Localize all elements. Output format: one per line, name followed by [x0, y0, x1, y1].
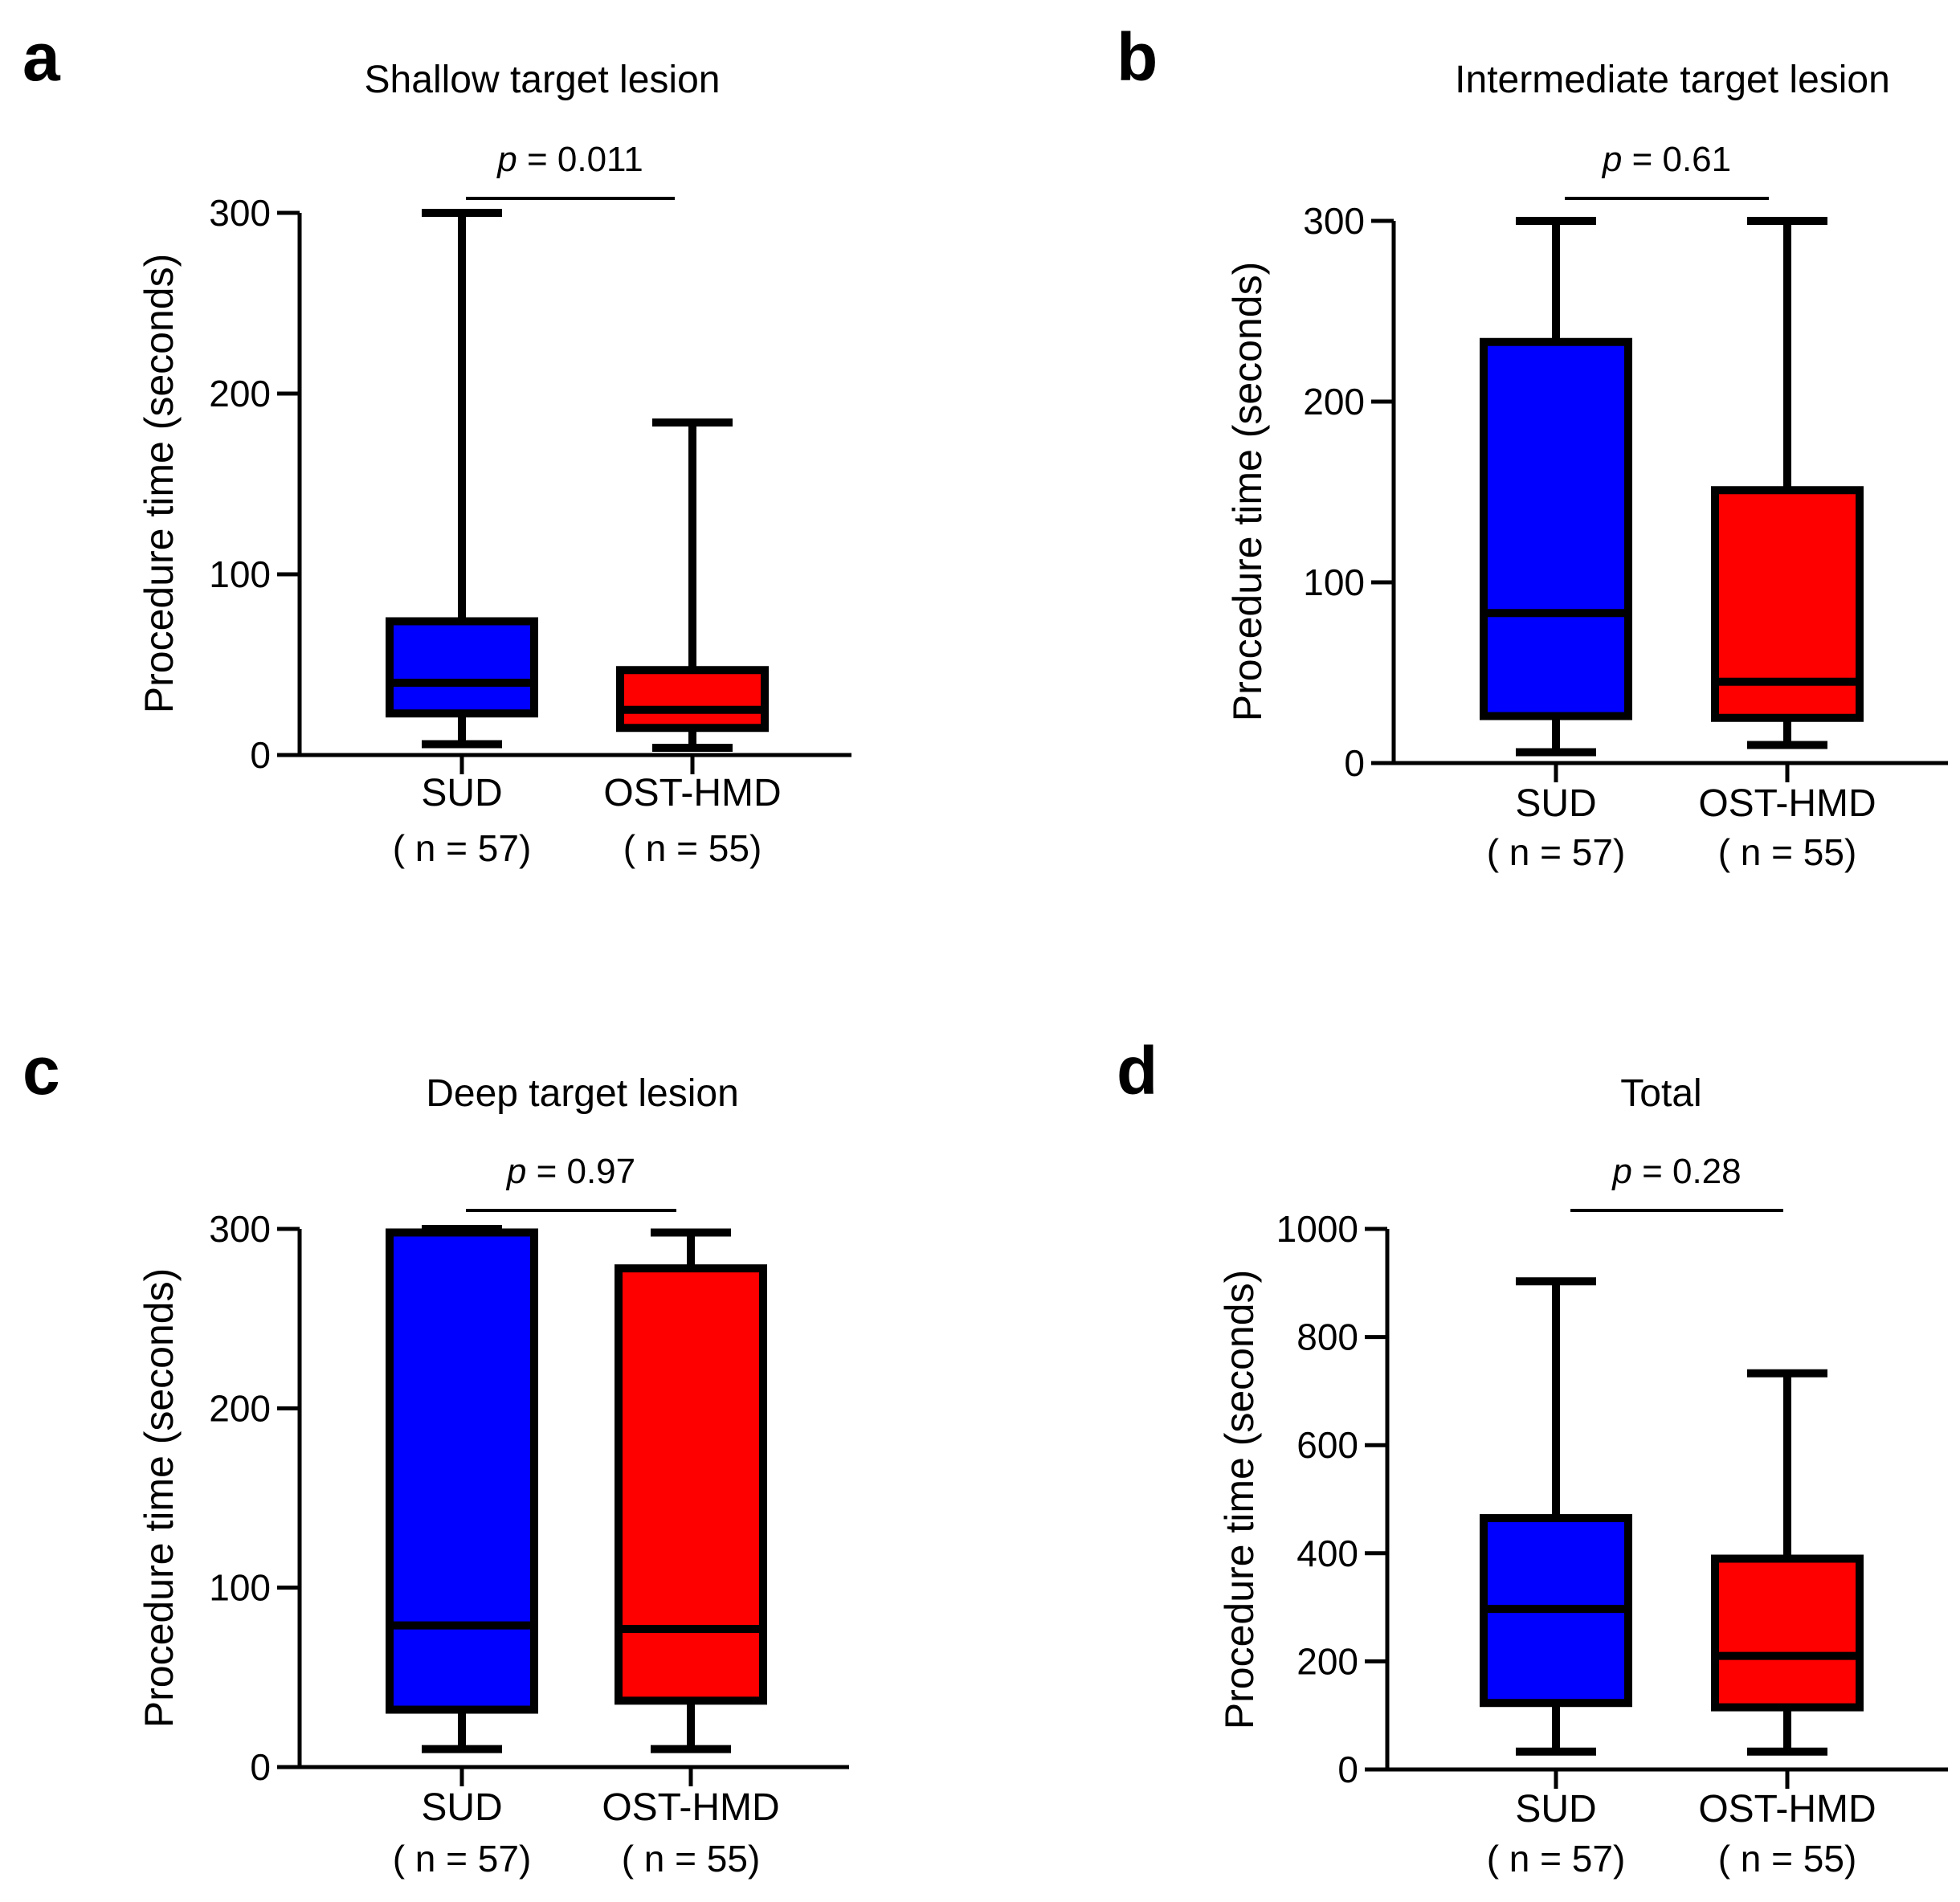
category-label: SUD	[1515, 1788, 1596, 1831]
y-axis-title: Procedure time (seconds)	[1225, 262, 1270, 721]
p-value-label: p = 0.61	[1601, 140, 1731, 179]
y-tick-label: 0	[1337, 1749, 1358, 1790]
panel-b: b Intermediate target lesion 0 100 200 300 Pro…	[1117, 19, 1948, 873]
panel-letter: a	[22, 19, 61, 95]
category-label: OST-HMD	[1698, 1788, 1876, 1831]
box-sud: SUD ( n = 57)	[1480, 217, 1632, 873]
y-tick-label: 0	[250, 1746, 271, 1788]
y-tick-label: 1000	[1276, 1208, 1358, 1250]
panel-letter: c	[22, 1033, 60, 1108]
iqr-box	[1711, 1554, 1864, 1712]
chart-title: Shallow target lesion	[365, 59, 721, 101]
p-value-label: p = 0.011	[496, 140, 643, 179]
p-symbol: p	[1601, 140, 1622, 179]
p-value-text: = 0.61	[1622, 140, 1731, 179]
category-label: OST-HMD	[1698, 782, 1876, 825]
box-ost-hmd: OST-HMD ( n = 55)	[603, 418, 782, 869]
category-label: SUD	[421, 772, 502, 814]
y-tick-label: 100	[209, 1567, 271, 1609]
sample-size-label: ( n = 55)	[1718, 1838, 1857, 1880]
p-symbol: p	[496, 140, 517, 179]
y-axis-title: Procedure time (seconds)	[137, 1268, 182, 1728]
sample-size-label: ( n = 55)	[622, 1838, 761, 1880]
iqr-box	[386, 617, 538, 718]
panel-letter: b	[1117, 19, 1158, 95]
y-tick-label: 800	[1296, 1316, 1358, 1358]
y-tick-label: 200	[209, 373, 271, 414]
p-symbol: p	[1611, 1152, 1631, 1191]
category-label: SUD	[1515, 782, 1596, 825]
y-tick-label: 0	[250, 734, 271, 776]
chart-title: Deep target lesion	[426, 1072, 739, 1115]
box-sud: SUD ( n = 57)	[386, 1225, 538, 1880]
chart-title: Intermediate target lesion	[1455, 59, 1890, 101]
sample-size-label: ( n = 57)	[1487, 831, 1626, 873]
box-ost-hmd: OST-HMD ( n = 55)	[1698, 217, 1876, 873]
sample-size-label: ( n = 55)	[1718, 831, 1857, 873]
y-axis-title: Procedure time (seconds)	[137, 254, 182, 713]
panel-c: c Deep target lesion 0 100 200 300 Procedure t…	[22, 1033, 849, 1880]
y-tick-label: 300	[209, 192, 271, 234]
box-sud: SUD ( n = 57)	[386, 209, 538, 869]
iqr-box	[615, 1264, 767, 1705]
category-label: SUD	[421, 1786, 502, 1829]
y-tick-label: 200	[1296, 1640, 1358, 1682]
y-tick-label: 100	[1303, 561, 1365, 603]
y-tick-label: 200	[209, 1387, 271, 1429]
box-ost-hmd: OST-HMD ( n = 55)	[1698, 1369, 1876, 1880]
p-value-label: p = 0.97	[505, 1152, 635, 1191]
box-ost-hmd: OST-HMD ( n = 55)	[602, 1228, 780, 1880]
p-symbol: p	[505, 1152, 526, 1191]
sample-size-label: ( n = 57)	[1487, 1838, 1626, 1880]
sample-size-label: ( n = 55)	[623, 827, 762, 869]
y-tick-label: 100	[209, 553, 271, 595]
iqr-box	[1480, 337, 1632, 720]
chart-title: Total	[1620, 1072, 1701, 1115]
iqr-box	[386, 1228, 538, 1714]
y-axis-title: Procedure time (seconds)	[1217, 1270, 1262, 1729]
box-sud: SUD ( n = 57)	[1480, 1277, 1632, 1880]
category-label: OST-HMD	[602, 1786, 779, 1829]
y-tick-label: 200	[1303, 381, 1365, 422]
y-tick-label: 400	[1296, 1533, 1358, 1574]
panel-a: a Shallow target lesion 0 100 200 300 Procedur…	[22, 19, 851, 869]
sample-size-label: ( n = 57)	[393, 827, 532, 869]
y-tick-label: 0	[1344, 742, 1365, 784]
y-tick-label: 300	[209, 1208, 271, 1250]
p-value-text: = 0.28	[1632, 1152, 1742, 1191]
iqr-box	[616, 666, 769, 733]
p-value-text: = 0.97	[526, 1152, 635, 1191]
sample-size-label: ( n = 57)	[393, 1838, 532, 1880]
category-label: OST-HMD	[603, 772, 781, 814]
p-value-text: = 0.011	[517, 140, 643, 179]
y-tick-label: 300	[1303, 200, 1365, 242]
panel-d: d Total 0 200 400 600 800 1000 Procedure time (s…	[1117, 1033, 1948, 1880]
panel-letter: d	[1117, 1033, 1158, 1108]
y-tick-label: 600	[1296, 1424, 1358, 1466]
p-value-label: p = 0.28	[1611, 1152, 1741, 1191]
